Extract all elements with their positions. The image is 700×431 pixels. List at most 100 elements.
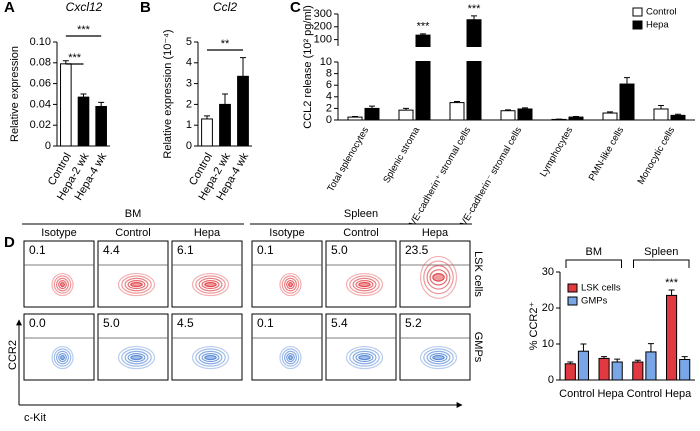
group-label: BM <box>586 246 603 258</box>
y-tick-label: 3 <box>186 78 192 90</box>
flow-plot <box>171 240 243 308</box>
bar <box>500 110 516 121</box>
y-tick-label: 0.06 <box>30 78 51 90</box>
contour <box>345 272 384 297</box>
x-tick-label: Hepa <box>597 388 624 400</box>
error-bar <box>522 107 528 109</box>
legend-swatch <box>632 20 643 30</box>
bar <box>449 102 465 121</box>
contour <box>60 354 65 361</box>
x-tick-label: Control <box>627 388 662 400</box>
significance: *** <box>77 24 91 36</box>
y-axis-label: CCL2 release (10² pg/ml) <box>302 5 314 129</box>
contour <box>279 272 302 297</box>
y-tick-label: 100 <box>314 34 332 46</box>
contour <box>432 272 445 282</box>
error-bar <box>624 77 630 85</box>
bar <box>77 96 90 147</box>
y-tick-label: 2 <box>186 98 192 110</box>
contour <box>130 354 143 361</box>
legend-swatch <box>567 296 578 306</box>
significance: *** <box>68 52 82 64</box>
significance: *** <box>417 21 431 33</box>
error-bar <box>454 100 460 103</box>
y-axis-label: Relative expression (10⁻⁴) <box>162 29 174 158</box>
gate-value: 0.1 <box>257 316 274 330</box>
error-bar <box>658 105 664 109</box>
flow-plot <box>23 240 95 308</box>
contour <box>286 280 295 290</box>
legend-swatch <box>632 7 643 17</box>
y-tick-label: 1 <box>186 119 192 131</box>
y-tick-label: 30 <box>542 266 554 278</box>
error-bar <box>62 60 69 64</box>
contour <box>121 275 152 294</box>
contour <box>195 275 226 294</box>
contour <box>426 265 451 290</box>
y-tick-label: 0.10 <box>30 36 51 48</box>
bar <box>466 19 482 121</box>
contour <box>358 281 371 288</box>
bar <box>219 103 231 147</box>
flow-plot <box>171 313 243 381</box>
error-bar <box>567 361 574 364</box>
column-label: Hepa <box>422 227 449 239</box>
x-tick-label: Monocytic cells <box>636 125 678 186</box>
contour <box>191 345 230 370</box>
y-tick-label: 0.04 <box>30 98 51 110</box>
contour <box>345 345 384 370</box>
flow-plot <box>251 313 323 381</box>
bar <box>237 75 249 147</box>
error-bar <box>681 356 688 360</box>
gate-value: 6.1 <box>177 243 194 257</box>
legend-label: Control <box>646 7 677 18</box>
y-axis-label: Relative expression <box>9 46 21 142</box>
contour <box>288 354 293 361</box>
panel-letter: A <box>4 0 15 16</box>
y-tick-label: 0 <box>45 140 51 152</box>
y-tick-label: 4 <box>326 91 332 103</box>
error-bar <box>403 107 409 111</box>
group-bracket <box>565 259 622 268</box>
contour <box>198 350 223 365</box>
contour <box>288 281 293 288</box>
contour <box>429 269 448 286</box>
y-tick-label: 0 <box>186 140 192 152</box>
panel-letter: B <box>140 0 151 16</box>
bar <box>598 357 610 381</box>
y-tick-label: 20 <box>542 302 554 314</box>
error-bar <box>634 359 641 362</box>
contour <box>191 272 230 297</box>
contour <box>198 277 223 292</box>
contour <box>201 353 220 363</box>
error-bar <box>573 116 579 118</box>
contour <box>355 280 374 290</box>
bar <box>364 107 380 121</box>
contour <box>279 345 302 370</box>
bar <box>602 112 618 121</box>
axis-break <box>333 47 696 61</box>
x-tick-label: Hepa <box>665 388 692 400</box>
legend-label: LSK cells <box>581 283 621 294</box>
gate-value: 0.1 <box>29 243 46 257</box>
contour <box>352 277 377 292</box>
x-tick-label: Splenic stroma <box>381 125 422 186</box>
contour <box>60 281 65 288</box>
contour <box>426 350 451 365</box>
bar <box>577 350 589 381</box>
contour <box>127 353 146 363</box>
contour <box>281 275 300 294</box>
bar <box>632 361 644 381</box>
error-bar <box>647 343 654 352</box>
error-bar <box>80 93 87 98</box>
gate-value: 5.4 <box>331 316 348 330</box>
gate-value: 23.5 <box>405 243 429 257</box>
gate-value: 5.2 <box>405 316 422 330</box>
contour <box>349 275 380 294</box>
error-bar <box>607 111 613 114</box>
y-tick-label: 6 <box>326 79 332 91</box>
contour <box>117 272 156 297</box>
bar <box>201 118 213 147</box>
column-label: Control <box>343 227 378 239</box>
contour <box>432 354 445 361</box>
